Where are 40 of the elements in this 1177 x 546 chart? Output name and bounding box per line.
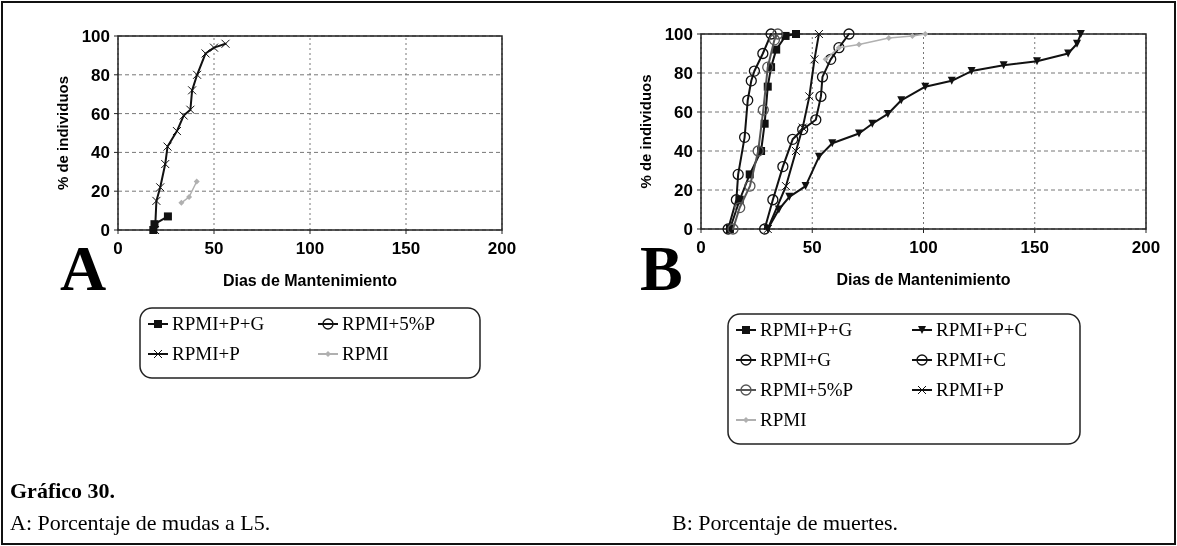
x-tick-label: 150 xyxy=(391,239,421,258)
y-tick-label: 100 xyxy=(81,27,110,46)
y-tick-label: 60 xyxy=(674,103,693,122)
x-tick-label: 0 xyxy=(113,239,123,258)
x-tick-label: 50 xyxy=(802,238,822,257)
x-tick-label: 200 xyxy=(1131,238,1161,257)
text: B: Porcentaje de muertes. xyxy=(672,510,899,535)
legend-label: RPMI+P+C xyxy=(936,319,1028,340)
x-tick-label: 100 xyxy=(295,239,325,258)
x-axis-title: Dias de Mantenimiento xyxy=(222,272,398,289)
legend-label: RPMI xyxy=(760,409,807,430)
legend-label: RPMI+P xyxy=(172,343,240,364)
x-tick-label: 50 xyxy=(204,239,224,258)
x-tick-label: 200 xyxy=(487,239,517,258)
text: Gráfico 30. xyxy=(10,478,116,503)
x-tick-label: 100 xyxy=(909,238,938,257)
y-axis-title: % de individuos xyxy=(637,74,654,189)
y-axis-title: % de individuos xyxy=(54,75,71,191)
y-tick-label: 80 xyxy=(91,65,110,85)
x-tick-label: 150 xyxy=(1020,238,1049,257)
legend-label: RPMI+P xyxy=(936,379,1004,400)
y-tick-label: 20 xyxy=(674,181,693,200)
legend-label: RPMI+5%P xyxy=(342,313,436,334)
y-tick-label: 60 xyxy=(91,104,110,124)
y-tick-label: 0 xyxy=(683,220,693,239)
x-tick-label: 0 xyxy=(696,238,706,257)
x-axis-title: Dias de Mantenimiento xyxy=(836,271,1011,288)
legend-label: RPMI xyxy=(342,343,389,364)
text: B xyxy=(640,233,683,304)
legend-label: RPMI+C xyxy=(936,349,1006,370)
y-tick-label: 80 xyxy=(674,64,693,83)
text: A: Porcentaje de mudas a L5. xyxy=(10,510,271,535)
legend-label: RPMI+P+G xyxy=(760,319,853,340)
y-tick-label: 40 xyxy=(674,142,693,161)
legend-label: RPMI+P+G xyxy=(172,313,265,334)
y-tick-label: 20 xyxy=(91,182,110,202)
y-tick-label: 40 xyxy=(91,143,110,163)
legend-label: RPMI+5%P xyxy=(760,379,854,400)
y-tick-label: 100 xyxy=(664,25,693,44)
legend-label: RPMI+G xyxy=(760,349,832,370)
